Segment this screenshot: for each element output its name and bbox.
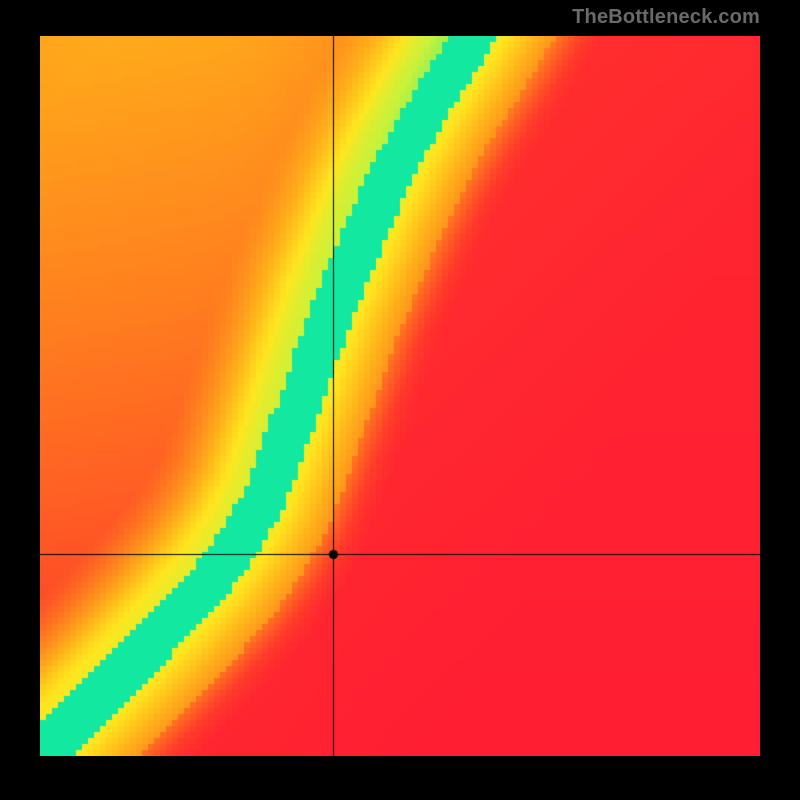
chart-container: TheBottleneck.com <box>0 0 800 800</box>
heatmap-plot <box>40 36 760 756</box>
watermark-text: TheBottleneck.com <box>572 6 760 29</box>
